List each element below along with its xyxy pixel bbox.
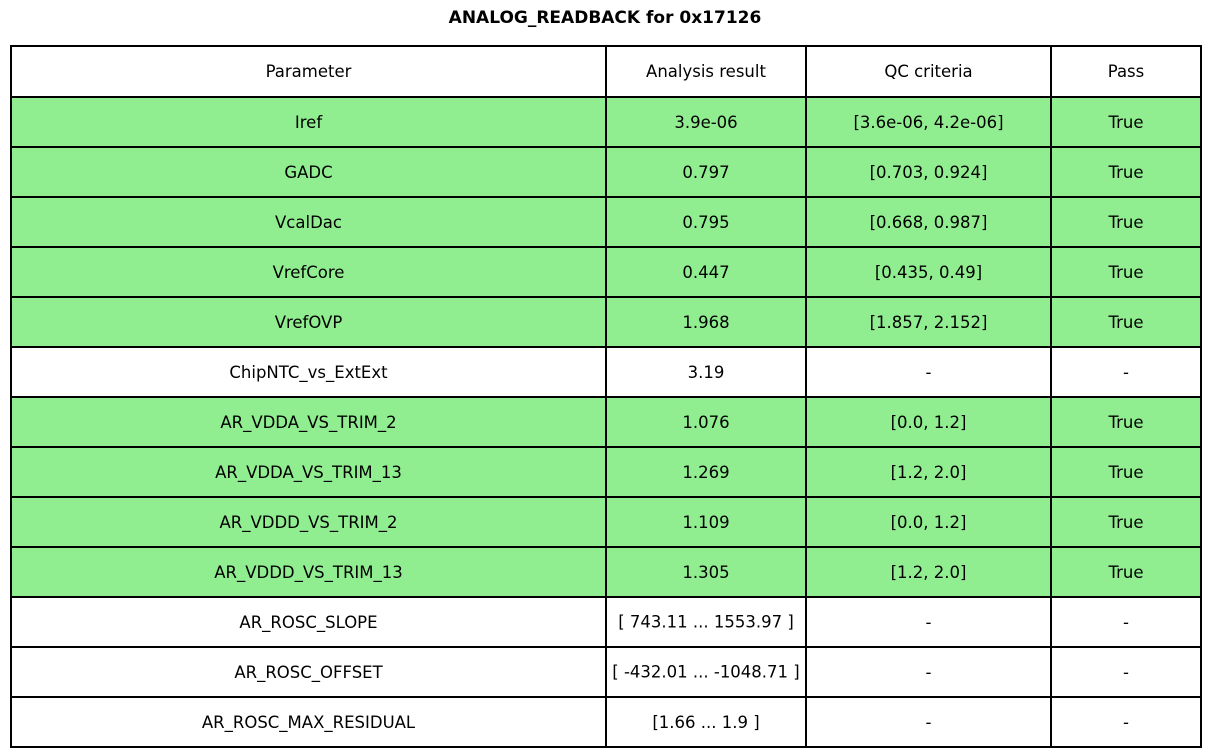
cell-analysis-result: [ 743.11 ... 1553.97 ] (605, 596, 807, 648)
cell-parameter: AR_VDDD_VS_TRIM_13 (10, 546, 607, 598)
table-row: ChipNTC_vs_ExtExt 3.19- - (10, 346, 1202, 398)
cell-qc-criteria: - (805, 596, 1052, 648)
cell-qc-criteria: [0.0, 1.2] (805, 496, 1052, 548)
cell-analysis-result-text: [ 743.11 ... 1553.97 ] (618, 612, 794, 632)
table-header-row: Parameter Analysis result QC criteria Pa… (10, 45, 1202, 98)
cell-pass: - (1050, 646, 1202, 698)
cell-pass: True (1050, 546, 1202, 598)
column-header-pass: Pass (1050, 45, 1202, 98)
cell-qc-criteria: [0.435, 0.49] (805, 246, 1052, 298)
cell-parameter: AR_VDDD_VS_TRIM_2 (10, 496, 607, 548)
cell-parameter: AR_ROSC_MAX_RESIDUAL (10, 696, 607, 748)
cell-qc-criteria: [1.2, 2.0] (805, 546, 1052, 598)
cell-analysis-result: [ -432.01 ... -1048.71 ] (605, 646, 807, 698)
cell-parameter: AR_ROSC_OFFSET (10, 646, 607, 698)
column-header-qc-criteria: QC criteria (805, 45, 1052, 98)
cell-pass: True (1050, 396, 1202, 448)
cell-parameter: VcalDac (10, 196, 607, 248)
cell-parameter: Iref (10, 96, 607, 148)
cell-parameter: GADC (10, 146, 607, 198)
cell-qc-criteria: [0.703, 0.924] (805, 146, 1052, 198)
page-title: ANALOG_READBACK for 0x17126 (448, 8, 762, 28)
cell-qc-criteria: [1.857, 2.152] (805, 296, 1052, 348)
table-row: AR_VDDA_VS_TRIM_2 1.076 [0.0, 1.2] True (10, 396, 1202, 448)
qc-results-table-container: Parameter Analysis result QC criteria Pa… (10, 45, 1202, 748)
table-row: GADC 0.797 [0.703, 0.924] True (10, 146, 1202, 198)
table-row: AR_ROSC_MAX_RESIDUAL [1.66 ... 1.9 ] - - (10, 696, 1202, 748)
cell-parameter: ChipNTC_vs_ExtExt (10, 346, 607, 398)
cell-pass: True (1050, 246, 1202, 298)
qc-results-table: Parameter Analysis result QC criteria Pa… (10, 45, 1202, 748)
table-header: Parameter Analysis result QC criteria Pa… (10, 45, 1202, 98)
cell-pass: True (1050, 296, 1202, 348)
table-row: Iref 3.9e-06 [3.6e-06, 4.2e-06] True (10, 96, 1202, 148)
cell-analysis-result: 1.109 (605, 496, 807, 548)
cell-pass: True (1050, 146, 1202, 198)
table-row: VrefOVP 1.968 [1.857, 2.152] True (10, 296, 1202, 348)
table-row: AR_VDDA_VS_TRIM_13 1.269 [1.2, 2.0] True (10, 446, 1202, 498)
cell-analysis-result: 1.076 (605, 396, 807, 448)
table-row: AR_ROSC_OFFSET[ -432.01 ... -1048.71 ] - - (10, 646, 1202, 698)
table-row: AR_VDDD_VS_TRIM_13 1.305 [1.2, 2.0] True (10, 546, 1202, 598)
cell-analysis-result: 0.447 (605, 246, 807, 298)
cell-pass: - (1050, 696, 1202, 748)
cell-pass: True (1050, 96, 1202, 148)
cell-parameter: AR_ROSC_SLOPE (10, 596, 607, 648)
cell-analysis-result: 1.305 (605, 546, 807, 598)
table-body: Iref 3.9e-06 [3.6e-06, 4.2e-06] True GADC 0.7… (10, 96, 1202, 748)
cell-parameter: AR_VDDA_VS_TRIM_13 (10, 446, 607, 498)
table-row: VcalDac 0.795 [0.668, 0.987] True (10, 196, 1202, 248)
cell-pass: True (1050, 446, 1202, 498)
cell-analysis-result: 0.797 (605, 146, 807, 198)
table-row: AR_VDDD_VS_TRIM_2 1.109 [0.0, 1.2] True (10, 496, 1202, 548)
cell-analysis-result: [1.66 ... 1.9 ] (605, 696, 807, 748)
cell-analysis-result: 3.9e-06 (605, 96, 807, 148)
table-row: AR_ROSC_SLOPE[ 743.11 ... 1553.97 ] - - (10, 596, 1202, 648)
cell-analysis-result-text: [ -432.01 ... -1048.71 ] (612, 662, 800, 682)
cell-qc-criteria: [1.2, 2.0] (805, 446, 1052, 498)
column-header-parameter: Parameter (10, 45, 607, 98)
cell-analysis-result: 0.795 (605, 196, 807, 248)
cell-analysis-result: 1.269 (605, 446, 807, 498)
cell-pass: - (1050, 596, 1202, 648)
table-row: VrefCore 0.447 [0.435, 0.49] True (10, 246, 1202, 298)
cell-parameter: AR_VDDA_VS_TRIM_2 (10, 396, 607, 448)
cell-pass: True (1050, 496, 1202, 548)
cell-qc-criteria: - (805, 696, 1052, 748)
cell-qc-criteria: [3.6e-06, 4.2e-06] (805, 96, 1052, 148)
cell-qc-criteria: - (805, 646, 1052, 698)
cell-pass: True (1050, 196, 1202, 248)
cell-qc-criteria: [0.668, 0.987] (805, 196, 1052, 248)
cell-qc-criteria: - (805, 346, 1052, 398)
cell-qc-criteria: [0.0, 1.2] (805, 396, 1052, 448)
cell-parameter: VrefCore (10, 246, 607, 298)
cell-analysis-result: 3.19 (605, 346, 807, 398)
cell-parameter: VrefOVP (10, 296, 607, 348)
cell-analysis-result: 1.968 (605, 296, 807, 348)
column-header-analysis-result: Analysis result (605, 45, 807, 98)
cell-pass: - (1050, 346, 1202, 398)
